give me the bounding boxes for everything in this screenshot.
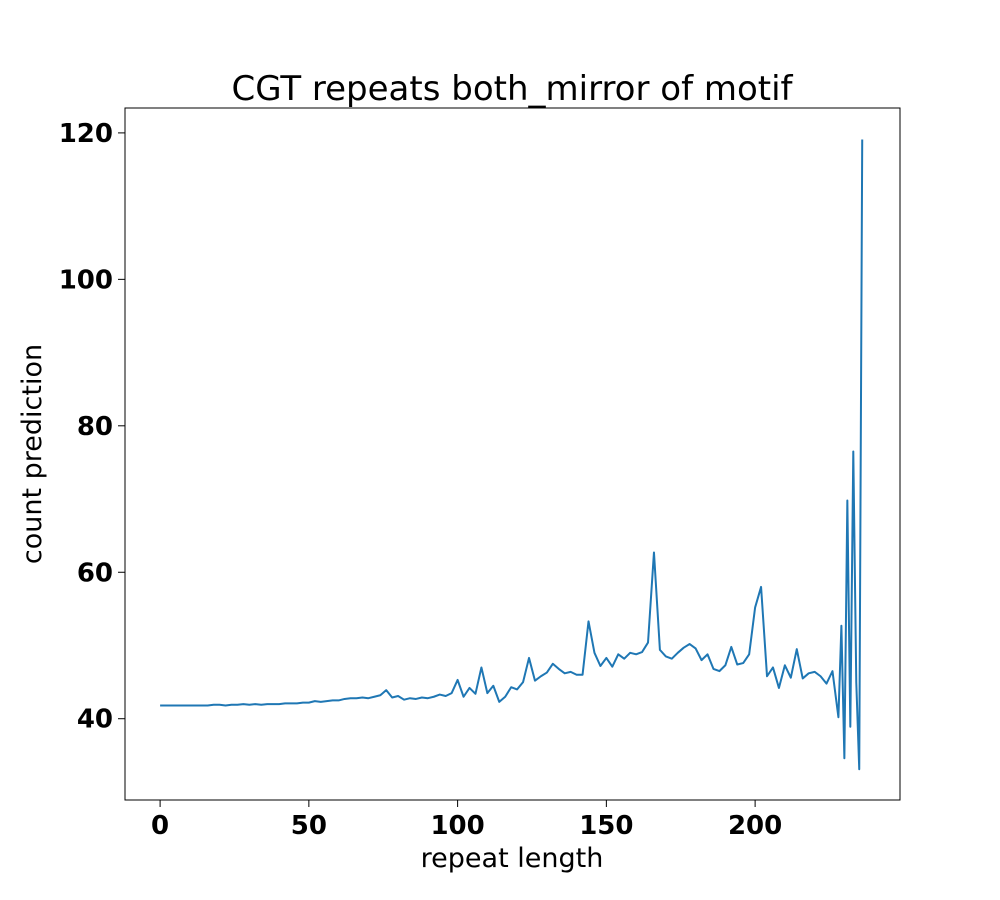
y-axis-label: count prediction	[17, 344, 48, 564]
x-tick-label: 50	[291, 811, 327, 841]
x-tick-label: 0	[151, 811, 169, 841]
y-tick-label: 100	[59, 265, 113, 295]
y-tick-label: 80	[77, 412, 113, 442]
y-tick-label: 60	[77, 558, 113, 588]
y-tick-label: 120	[59, 119, 113, 149]
y-tick-label: 40	[77, 705, 113, 735]
data-line	[160, 139, 864, 771]
chart-title: CGT repeats both_mirror of motif	[231, 69, 793, 109]
plot-frame	[124, 107, 901, 801]
x-tick-label: 100	[430, 811, 484, 841]
x-tick-label: 150	[579, 811, 633, 841]
x-axis-label: repeat length	[421, 843, 604, 874]
x-tick-label: 200	[728, 811, 782, 841]
